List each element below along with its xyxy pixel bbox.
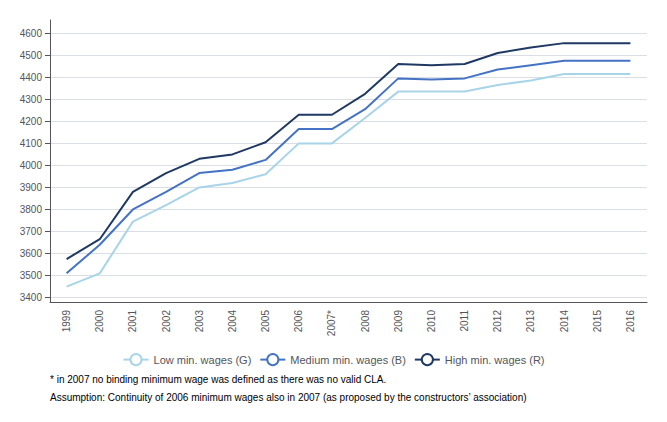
svg-text:4600: 4600 [20,28,43,39]
svg-text:3600: 3600 [20,248,43,259]
svg-text:2013: 2013 [525,310,536,333]
svg-text:1999: 1999 [61,310,72,333]
svg-text:* in 2007 no binding minimum w: * in 2007 no binding minimum wage was de… [50,374,386,385]
svg-text:2014: 2014 [559,310,570,333]
svg-text:4300: 4300 [20,94,43,105]
svg-text:Medium min. wages (B): Medium min. wages (B) [290,354,406,366]
svg-text:2015: 2015 [592,310,603,333]
svg-text:4500: 4500 [20,50,43,61]
svg-text:2000: 2000 [94,310,105,333]
svg-text:3400: 3400 [20,292,43,303]
svg-text:2010: 2010 [426,310,437,333]
svg-text:4100: 4100 [20,138,43,149]
svg-text:3800: 3800 [20,204,43,215]
svg-text:4000: 4000 [20,160,43,171]
svg-text:4400: 4400 [20,72,43,83]
svg-text:2016: 2016 [625,310,636,333]
svg-text:2001: 2001 [127,310,138,333]
svg-text:2007*: 2007* [326,310,337,336]
svg-text:3700: 3700 [20,226,43,237]
svg-text:2012: 2012 [492,310,503,333]
svg-text:2002: 2002 [161,310,172,333]
svg-text:2011: 2011 [459,310,470,332]
svg-text:2004: 2004 [227,310,238,333]
svg-text:2006: 2006 [293,310,304,333]
svg-text:High min. wages (R): High min. wages (R) [445,354,545,366]
svg-text:Assumption: Continuity of 2006: Assumption: Continuity of 2006 minimum w… [50,392,527,403]
svg-text:2005: 2005 [260,310,271,333]
svg-text:2008: 2008 [360,310,371,333]
svg-text:Low min. wages (G): Low min. wages (G) [154,354,252,366]
svg-text:2009: 2009 [393,310,404,333]
svg-text:2003: 2003 [194,310,205,333]
svg-text:3900: 3900 [20,182,43,193]
svg-text:3500: 3500 [20,270,43,281]
svg-text:4200: 4200 [20,116,43,127]
